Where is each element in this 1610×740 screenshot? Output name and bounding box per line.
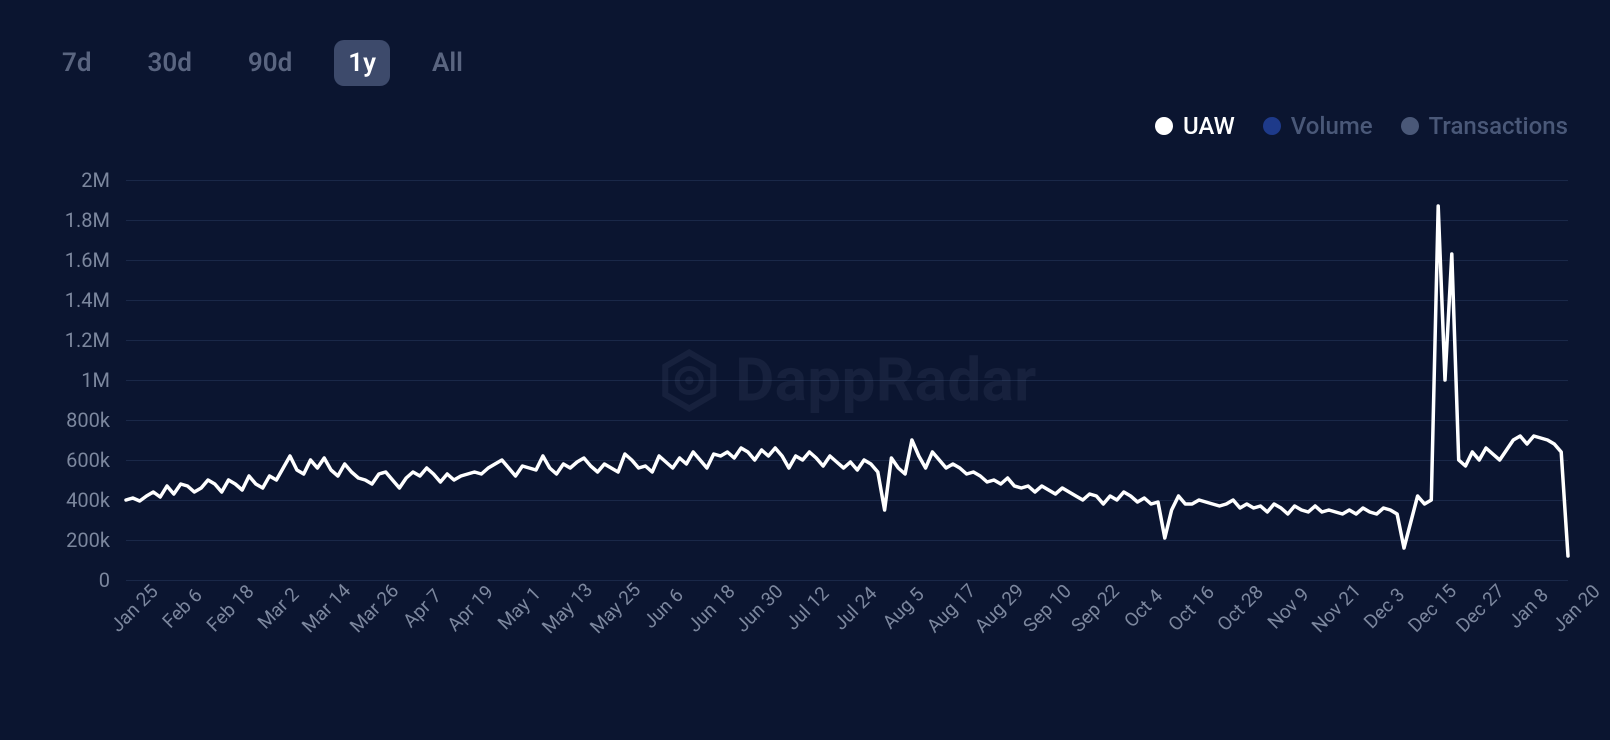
line-chart-svg — [126, 180, 1568, 580]
y-tick-label: 0 — [99, 568, 110, 592]
x-tick-label: Sep 22 — [1067, 579, 1124, 636]
chart-legend: UAW Volume Transactions — [1155, 112, 1568, 140]
y-tick-label: 1.4M — [65, 288, 110, 312]
y-tick-label: 400k — [66, 488, 110, 512]
x-tick-label: Dec 27 — [1451, 579, 1509, 637]
x-tick-label: Jan 20 — [1548, 580, 1605, 637]
y-tick-label: 1M — [81, 368, 110, 392]
x-tick-label: Mar 14 — [297, 579, 355, 637]
time-filter-7d[interactable]: 7d — [48, 40, 106, 86]
x-tick-label: Oct 4 — [1120, 584, 1168, 632]
x-axis: Jan 25Feb 6Feb 18Mar 2Mar 14Mar 26Apr 7A… — [126, 590, 1568, 670]
chart-container: 0 200k 400k 600k 800k 1M 1.2M 1.4M 1.6M 1.8M 2M Da… — [48, 160, 1568, 700]
y-tick-label: 2M — [81, 168, 110, 192]
time-filter-30d[interactable]: 30d — [134, 40, 206, 86]
legend-dot-icon — [1155, 117, 1173, 135]
x-tick-label: Mar 26 — [345, 579, 403, 637]
legend-label: Volume — [1291, 112, 1373, 140]
y-tick-label: 1.2M — [65, 328, 110, 352]
time-filter-1y[interactable]: 1y — [334, 40, 390, 86]
x-tick-label: Jun 6 — [638, 583, 687, 632]
x-tick-label: Jun 30 — [731, 580, 788, 637]
x-tick-label: Dec 15 — [1403, 579, 1461, 637]
x-tick-label: Oct 16 — [1164, 580, 1219, 635]
y-tick-label: 1.6M — [65, 248, 110, 272]
x-tick-label: Apr 7 — [399, 584, 447, 632]
time-filter-90d[interactable]: 90d — [234, 40, 306, 86]
legend-label: UAW — [1183, 112, 1235, 140]
legend-item-transactions[interactable]: Transactions — [1401, 112, 1568, 140]
time-filter-all[interactable]: All — [418, 40, 477, 86]
legend-dot-icon — [1401, 117, 1419, 135]
y-tick-label: 200k — [66, 528, 110, 552]
x-tick-label: Nov 21 — [1307, 579, 1365, 637]
x-tick-label: Aug 29 — [970, 579, 1028, 637]
y-tick-label: 600k — [66, 448, 110, 472]
x-tick-label: May 13 — [537, 578, 597, 638]
x-tick-label: Feb 18 — [202, 580, 259, 637]
x-tick-label: Sep 10 — [1019, 579, 1076, 636]
y-axis: 0200k400k600k800k1M1.2M1.4M1.6M1.8M2M — [48, 160, 118, 580]
plot-area: DappRadar — [126, 180, 1568, 580]
x-tick-label: Nov 9 — [1262, 583, 1313, 634]
time-range-filters: 7d 30d 90d 1y All — [48, 40, 477, 86]
x-tick-label: Apr 19 — [443, 580, 499, 636]
legend-dot-icon — [1263, 117, 1281, 135]
legend-label: Transactions — [1429, 112, 1568, 140]
legend-item-volume[interactable]: Volume — [1263, 112, 1373, 140]
x-tick-label: Dec 3 — [1359, 583, 1409, 633]
x-tick-label: Jul 24 — [829, 582, 882, 635]
x-tick-label: Aug 17 — [922, 579, 980, 637]
x-tick-label: May 1 — [492, 582, 544, 634]
x-tick-label: Jan 8 — [1503, 583, 1552, 632]
x-tick-label: May 25 — [585, 578, 645, 638]
x-tick-label: Mar 2 — [253, 583, 304, 634]
x-tick-label: Oct 28 — [1212, 580, 1267, 635]
x-tick-label: Jun 18 — [682, 580, 739, 637]
series-uaw-line — [126, 206, 1568, 556]
legend-item-uaw[interactable]: UAW — [1155, 112, 1235, 140]
x-tick-label: Jul 12 — [781, 582, 834, 635]
y-tick-label: 800k — [66, 408, 110, 432]
x-tick-label: Feb 6 — [158, 584, 207, 633]
y-tick-label: 1.8M — [65, 208, 110, 232]
x-tick-label: Aug 5 — [878, 583, 929, 634]
x-tick-label: Jan 25 — [106, 580, 163, 637]
